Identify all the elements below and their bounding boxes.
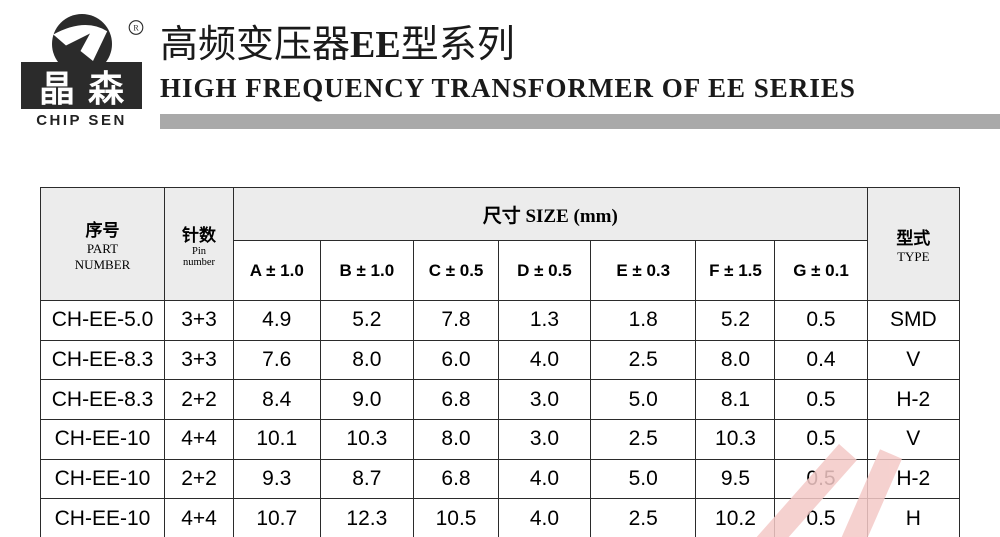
svg-text:R: R <box>133 24 139 33</box>
